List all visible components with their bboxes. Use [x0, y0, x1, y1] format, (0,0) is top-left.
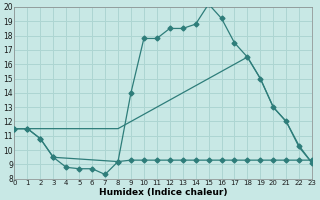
- X-axis label: Humidex (Indice chaleur): Humidex (Indice chaleur): [99, 188, 228, 197]
